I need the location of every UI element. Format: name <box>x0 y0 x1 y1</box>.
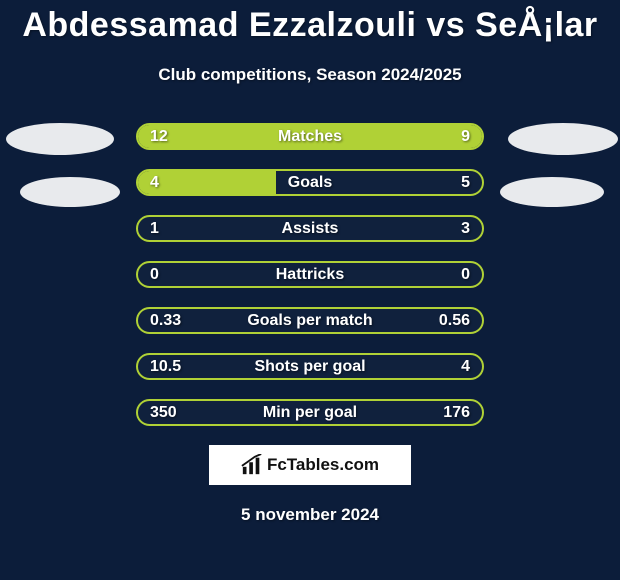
chart-icon <box>241 454 263 476</box>
player-left-image-placeholder <box>6 123 114 155</box>
stat-row: 350Min per goal176 <box>136 399 484 426</box>
stat-row: 4Goals5 <box>136 169 484 196</box>
comparison-chart: 12Matches94Goals51Assists30Hattricks00.3… <box>0 123 620 426</box>
stat-value-right: 5 <box>461 171 470 194</box>
site-logo: FcTables.com <box>209 445 411 485</box>
date-label: 5 november 2024 <box>0 505 620 525</box>
stat-label: Goals per match <box>138 309 482 332</box>
stat-label: Min per goal <box>138 401 482 424</box>
subtitle: Club competitions, Season 2024/2025 <box>0 65 620 85</box>
stat-row: 10.5Shots per goal4 <box>136 353 484 380</box>
stat-label: Hattricks <box>138 263 482 286</box>
stat-row: 0Hattricks0 <box>136 261 484 288</box>
stat-row: 0.33Goals per match0.56 <box>136 307 484 334</box>
stat-label: Goals <box>138 171 482 194</box>
team-right-image-placeholder <box>500 177 604 207</box>
stat-row: 1Assists3 <box>136 215 484 242</box>
stat-value-right: 0.56 <box>439 309 470 332</box>
stat-value-right: 0 <box>461 263 470 286</box>
team-left-image-placeholder <box>20 177 120 207</box>
stat-value-right: 3 <box>461 217 470 240</box>
stat-label: Shots per goal <box>138 355 482 378</box>
stat-value-right: 9 <box>461 125 470 148</box>
page-title: Abdessamad Ezzalzouli vs SeÅ¡lar <box>0 0 620 45</box>
stat-label: Matches <box>138 125 482 148</box>
stat-value-right: 176 <box>443 401 470 424</box>
stat-value-right: 4 <box>461 355 470 378</box>
logo-text: FcTables.com <box>267 455 379 475</box>
stat-label: Assists <box>138 217 482 240</box>
stat-row: 12Matches9 <box>136 123 484 150</box>
player-right-image-placeholder <box>508 123 618 155</box>
